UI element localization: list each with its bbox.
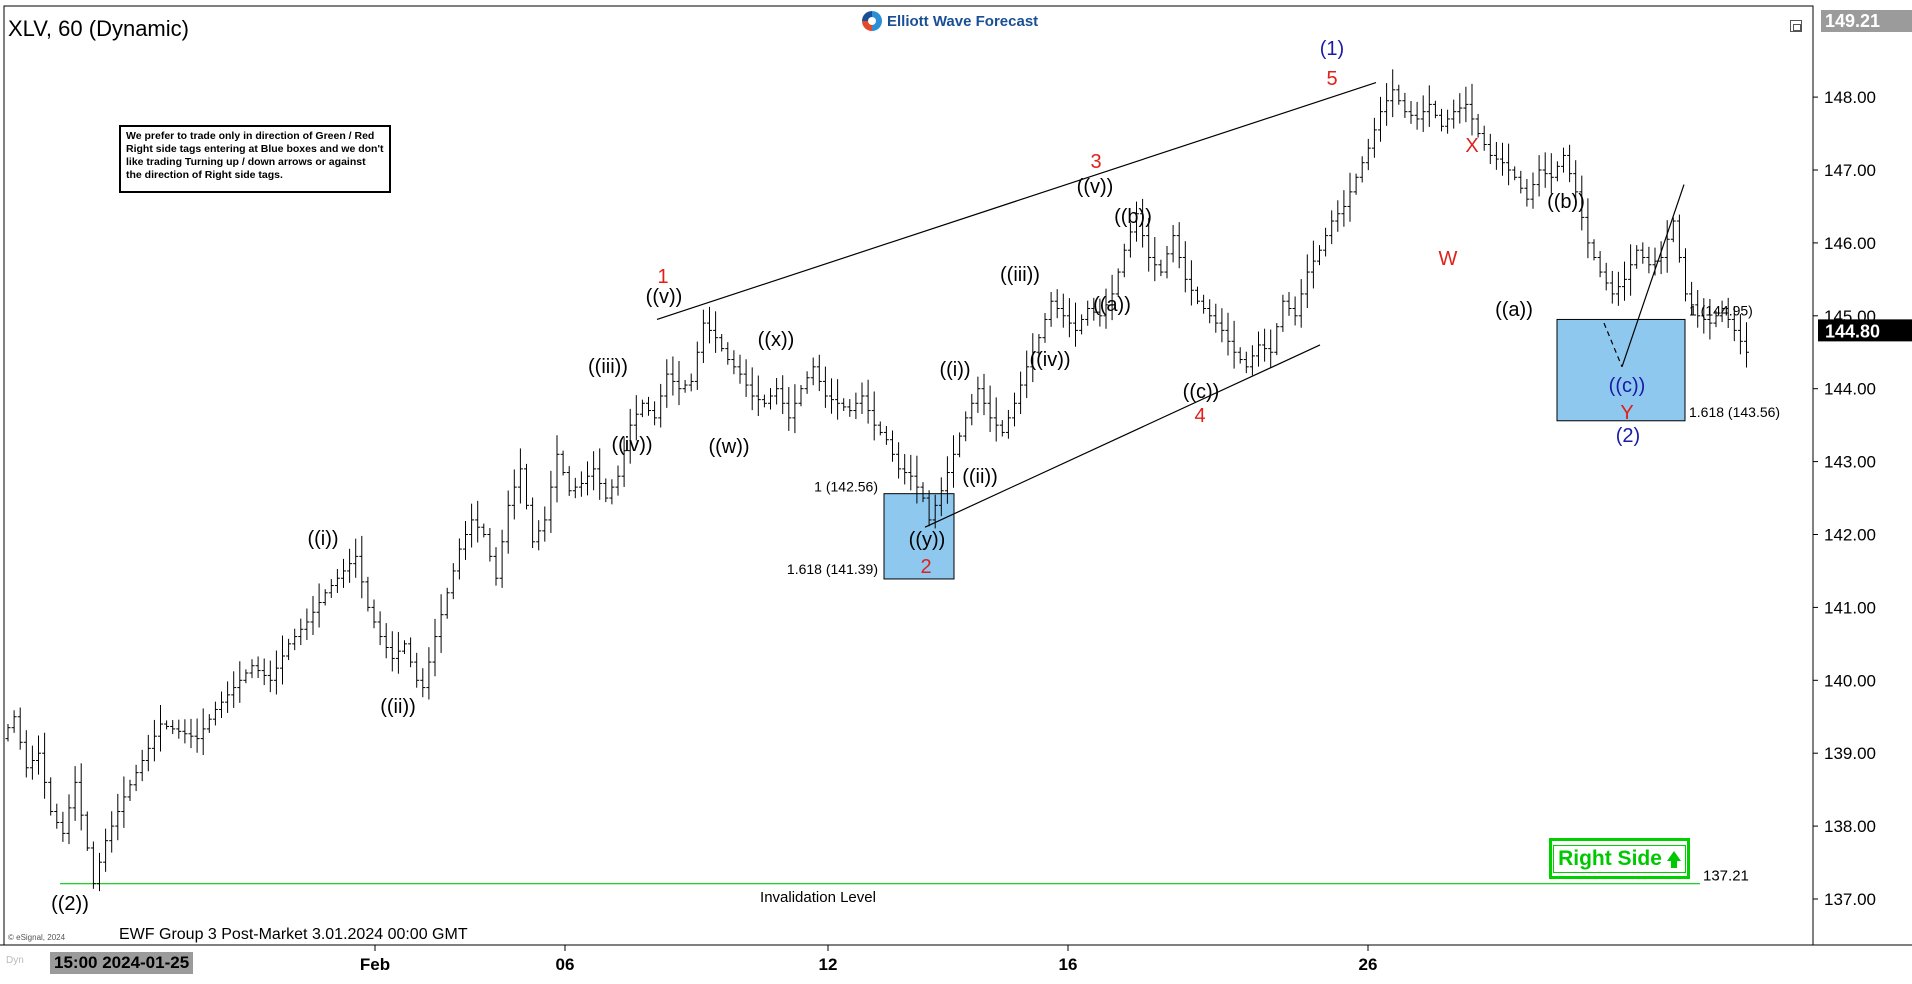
wave-label: ((b)) [1547,191,1585,213]
blue-box [883,493,955,580]
last-price-label: 144.80 [1825,321,1880,341]
wave-label: 2 [920,556,931,578]
invalidation-caption: Invalidation Level [760,889,876,906]
trading-note-text: We prefer to trade only in direction of … [126,130,384,181]
wave-label: (1) [1320,38,1344,60]
wave-label: ((ii)) [380,696,416,718]
top-price-bg [1821,10,1912,32]
wave-label: ((c)) [1609,375,1646,397]
x-tick-label: 16 [1059,955,1078,974]
y-tick-label: 140.00 [1824,671,1876,690]
blue-box-bottom-label: 1.618 (141.39) [787,561,878,577]
y-tick-label: 138.00 [1824,817,1876,836]
wave-label: W [1439,248,1458,270]
wave-label: ((b)) [1114,206,1152,228]
wave-label: ((x)) [758,329,795,351]
wave-label: ((v)) [1077,176,1114,198]
wave-label: ((a)) [1093,294,1131,316]
logo-text: Elliott Wave Forecast [887,12,1039,30]
logo-icon [862,11,882,31]
wave-label: ((2)) [51,893,89,915]
chart-caption: EWF Group 3 Post-Market 3.01.2024 00:00 … [119,926,468,943]
right-side-label: Right Side [1558,846,1662,870]
x-tick-label: Feb [360,955,390,974]
wave-label: 4 [1194,405,1205,427]
wave-label: ((ii)) [962,466,998,488]
lower-channel-line [924,344,1321,528]
wave-label: ((i)) [307,528,338,550]
brand-logo[interactable]: Elliott Wave Forecast [856,10,1045,32]
wave-label: Y [1620,402,1633,424]
wave-label: ((iv)) [1029,349,1070,371]
symbol-title: XLV, 60 (Dynamic) [8,16,189,41]
wave-label: ((c)) [1183,381,1220,403]
projection-line-dashed [1603,322,1623,368]
blue-box [1556,318,1686,422]
wave-label: 1 [657,266,668,288]
wave-label: 5 [1326,68,1337,90]
invalidation-value-label: 137.21 [1703,868,1749,885]
wave-label: ((iv)) [611,434,652,456]
wave-label: ((iii)) [1000,264,1040,286]
y-tick-label: 148.00 [1824,88,1876,107]
projection-line-up [1621,184,1685,368]
y-tick-label: 146.00 [1824,234,1876,253]
y-tick-label: 144.00 [1824,380,1876,399]
upper-channel-line [656,81,1377,321]
wave-label: ((v)) [646,286,683,308]
right-side-tag: Right Side [1549,838,1690,879]
dyn-label: Dyn [6,955,24,966]
wave-label: ((iii)) [588,356,628,378]
copyright-text: © eSignal, 2024 [8,933,66,942]
cursor-time-chip: 15:00 2024-01-25 [50,952,194,974]
blue-box-top-label: 1 (142.56) [814,479,878,495]
trading-note-box: We prefer to trade only in direction of … [119,125,391,193]
y-tick-label: 139.00 [1824,744,1876,763]
wave-label: ((w)) [708,436,749,458]
arrow-up-icon [1666,850,1681,868]
y-tick-label: 142.00 [1824,526,1876,545]
right-side-inner: Right Side [1553,844,1686,873]
wave-label: ((a)) [1495,299,1533,321]
x-tick-label: 12 [819,955,838,974]
wave-label: X [1465,135,1478,157]
y-tick-label: 143.00 [1824,453,1876,472]
top-price-label: 149.21 [1825,11,1880,31]
blue-box-bottom-label: 1.618 (143.56) [1689,404,1780,420]
y-tick-label: 137.00 [1824,890,1876,909]
window-maximize-icon[interactable] [1790,20,1802,32]
last-price-bg [1818,319,1912,342]
wave-label: ((i)) [939,359,970,381]
y-tick-label: 141.00 [1824,598,1876,617]
wave-label: (2) [1616,425,1640,447]
y-tick-label: 147.00 [1824,161,1876,180]
x-tick-label: 26 [1359,955,1378,974]
wave-label: 3 [1090,151,1101,173]
blue-box-top-label: 1 (144.95) [1689,302,1753,318]
x-tick-label: 06 [556,955,575,974]
wave-label: ((y)) [909,529,946,551]
